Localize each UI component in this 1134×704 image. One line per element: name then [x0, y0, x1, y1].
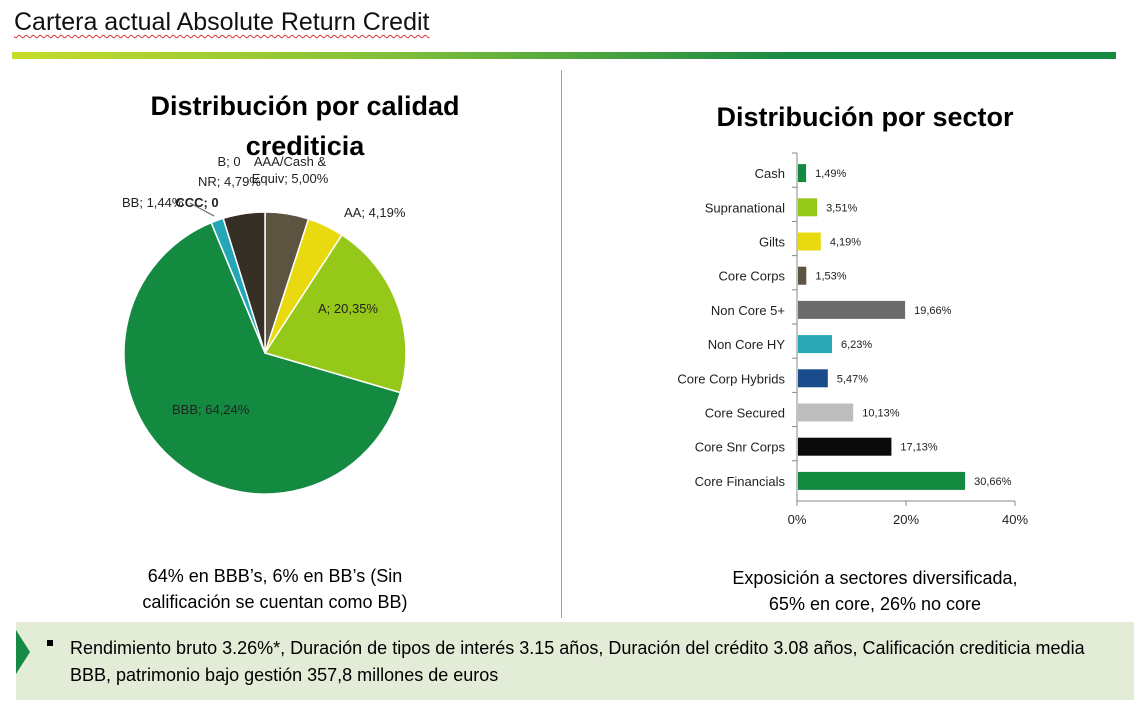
pie-slice-label: B; 0 [217, 154, 240, 169]
bar-caption: Exposición a sectores diversificada, 65%… [690, 565, 1060, 617]
bar [798, 335, 832, 354]
bar-caption-line1: Exposición a sectores diversificada, [732, 568, 1018, 588]
pie-slice-label: CCC; 0 [175, 195, 218, 210]
bar-value-label: 17,13% [900, 442, 938, 454]
bar-category-label: Supranational [705, 200, 785, 215]
bar [798, 471, 966, 490]
pie-leader-line [189, 202, 215, 217]
pie-slice-label: AAA/Cash & Equiv; 5,00% [252, 154, 329, 186]
page-title: Cartera actual Absolute Return Credit [14, 8, 430, 36]
bullet-square-icon [47, 640, 53, 646]
arrow-icon [16, 630, 30, 674]
bar-category-label: Core Snr Corps [695, 440, 786, 455]
pie-caption-line2: calificación se cuentan como BB) [142, 592, 408, 612]
bar [798, 266, 807, 285]
bar-value-label: 4,19% [830, 237, 861, 249]
bar-chart-heading: Distribución por sector [716, 102, 1014, 132]
bar [798, 232, 821, 251]
bar-value-label: 19,66% [914, 305, 952, 317]
bar [798, 369, 828, 388]
bar-caption-line2: 65% en core, 26% no core [768, 594, 982, 614]
bar-category-label: Cash [755, 166, 785, 181]
bar-category-label: Core Secured [705, 406, 785, 421]
pie-slice-label: A; 20,35% [318, 301, 378, 316]
x-tick-label: 20% [893, 512, 919, 527]
bar-category-label: Non Core HY [708, 337, 786, 352]
summary-text: Rendimiento bruto 3.26%*, Duración de ti… [70, 638, 1085, 685]
bar-value-label: 1,53% [815, 271, 846, 283]
x-tick-label: 40% [1002, 512, 1028, 527]
bar-value-label: 30,66% [974, 476, 1012, 488]
pie-slice-label: AA; 4,19% [344, 205, 406, 220]
bar-value-label: 10,13% [862, 408, 900, 420]
pie-slice [222, 211, 266, 354]
bar [798, 437, 892, 456]
pie-heading-line1: Distribución por calidad [150, 91, 460, 121]
bar-value-label: 6,23% [841, 339, 872, 351]
bar [798, 300, 906, 319]
title-gradient-bar [12, 52, 1116, 59]
panel-divider [561, 70, 562, 618]
pie-caption-line1: 64% en BBB’s, 6% en BB’s (Sin [147, 566, 403, 586]
credit-quality-pie-chart: AAA/Cash & Equiv; 5,00% AA; 4,19% A; 20,35%… [122, 154, 407, 495]
summary-box [16, 622, 1134, 700]
bar-category-label: Non Core 5+ [711, 303, 785, 318]
bar-category-label: Core Financials [695, 474, 786, 489]
x-tick-label: 0% [788, 512, 807, 527]
bar-value-label: 5,47% [837, 373, 868, 385]
bar-value-label: 1,49% [815, 168, 846, 180]
pie-slice-label: NR; 4,79% [198, 174, 261, 189]
pie-heading-line2: crediticia [245, 131, 365, 161]
bar [798, 198, 818, 217]
bar-category-label: Gilts [759, 235, 786, 250]
sector-bar-chart: Cash 1,49% Supranational 3,51% Gilts 4,19% Cor… [677, 152, 1028, 527]
pie-slice-label: BB; 1,44% [122, 195, 184, 210]
pie-slice [123, 221, 402, 495]
bar-category-label: Core Corp Hybrids [677, 371, 785, 386]
pie-chart-heading: Distribución por calidad crediticia [110, 86, 500, 166]
pie-caption: 64% en BBB’s, 6% en BB’s (Sin calificaci… [110, 563, 440, 615]
bar-value-label: 3,51% [826, 202, 857, 214]
bar [798, 403, 854, 422]
bar [798, 164, 807, 183]
pie-slice [263, 233, 407, 394]
pie-slice-label: BBB; 64,24% [172, 402, 250, 417]
bar-category-label: Core Corps [719, 269, 786, 284]
